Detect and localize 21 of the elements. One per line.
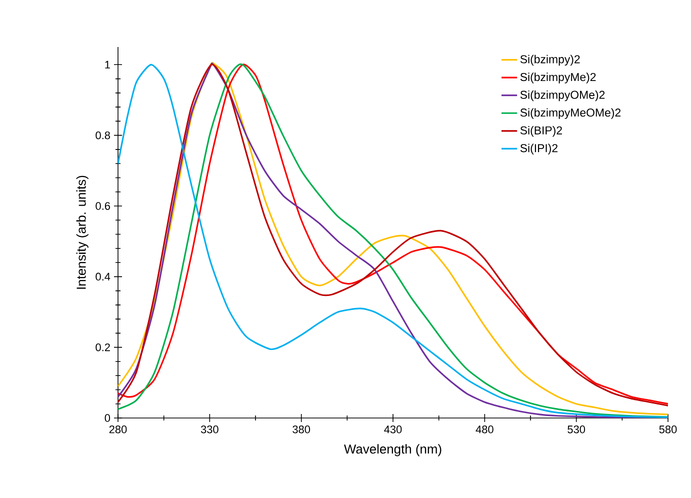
legend-label: Si(bzimpyOMe)2: [520, 90, 605, 102]
legend-label: Si(IPI)2: [520, 144, 558, 154]
x-tick-label: 580: [659, 426, 677, 434]
x-tick-label: 530: [568, 426, 586, 434]
legend-label: Si(bzimpyMe)2: [520, 72, 596, 84]
legend-label: Si(bzimpyMeOMe)2: [520, 108, 621, 119]
y-tick-label: 0: [104, 414, 110, 422]
legend-label: Si(BIP)2: [520, 126, 562, 137]
x-tick-label: 380: [292, 426, 310, 434]
y-tick-label: 0.2: [96, 343, 110, 352]
x-tick-label: 480: [476, 426, 494, 434]
y-tick-label: 0.8: [96, 131, 110, 140]
y-tick-label: 0.6: [96, 202, 110, 210]
legend-label: Si(bzimpy)2: [520, 54, 580, 66]
y-tick-label: 0.4: [96, 272, 110, 281]
x-tick-label: 280: [109, 426, 127, 434]
y-tick-label: 1: [105, 60, 110, 68]
x-tick-label: 330: [200, 426, 218, 434]
x-axis-title: Wavelength (nm): [344, 444, 442, 456]
y-axis-title: Intensity (arb. units): [76, 176, 88, 289]
x-tick-label: 430: [384, 426, 402, 434]
